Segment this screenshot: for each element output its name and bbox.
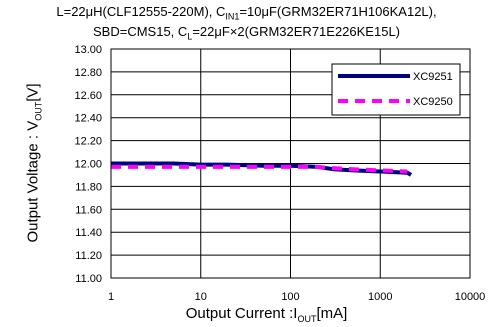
x-tick-label: 10	[195, 291, 207, 303]
x-tick-label: 1	[108, 291, 114, 303]
x-axis-label: Output Current :IOUT[mA]	[185, 305, 348, 324]
x-tick-label: 100	[281, 291, 299, 303]
y-tick-label: 13.00	[74, 44, 102, 56]
y-tick-label: 12.20	[74, 136, 102, 148]
y-tick-label: 12.00	[74, 159, 102, 171]
plot-frame	[110, 48, 471, 279]
x-tick-label: 10000	[455, 291, 486, 303]
y-axis-label: Output Voltage : VOUT[V]	[24, 83, 44, 243]
legend-box	[331, 63, 461, 116]
y-tick-label: 12.80	[74, 67, 102, 79]
series-layer	[111, 161, 413, 177]
tick-labels: 11.00 11.20 11.40 11.60 11.80 12.00 12.20 12.40…	[74, 44, 485, 303]
chart-caption-line2: SBD=CMS15, CL=22μF×2(GRM32ER71E226KE15L)	[93, 24, 400, 42]
chart-caption-line1: L=22μH(CLF12555-220M), CIN1=10μF(GRM32ER…	[56, 4, 437, 22]
series-line-xc9250	[111, 164, 408, 174]
y-tick-label: 11.00	[75, 273, 102, 285]
legend-label-xc9251: XC9251	[413, 71, 453, 83]
y-tick-label: 12.60	[74, 90, 102, 102]
x-tick-label: 1000	[368, 291, 392, 303]
legend: XC9251 XC9250	[331, 63, 461, 116]
y-tick-label: 12.40	[74, 113, 102, 125]
legend-label-xc9250: XC9250	[413, 96, 453, 108]
y-tick-label: 11.40	[75, 227, 102, 239]
y-tick-label: 11.80	[75, 181, 102, 193]
y-tick-label: 11.60	[75, 204, 102, 216]
y-tick-label: 11.20	[75, 250, 102, 262]
